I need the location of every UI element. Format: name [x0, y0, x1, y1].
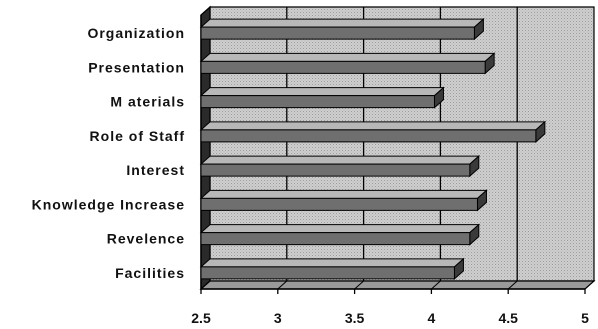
category-label: Revelence: [107, 231, 185, 247]
bar: [199, 257, 465, 280]
bar-front: [200, 60, 486, 74]
bar-top: [199, 189, 488, 199]
floor-gridline: [507, 280, 518, 290]
bar-front: [200, 163, 471, 177]
bar: [199, 52, 496, 75]
floor-gridline: [431, 280, 441, 290]
category-label: Knowledge Increase: [32, 196, 185, 212]
bar: [199, 86, 445, 109]
x-tick-label: 2.5: [191, 310, 211, 326]
bar-front: [200, 26, 475, 40]
bar-front: [200, 232, 471, 246]
bar-top: [199, 155, 481, 165]
bar-front: [200, 266, 455, 280]
floor-gridline: [277, 280, 288, 290]
side-wall: [200, 5, 211, 291]
category-label: Role of Staff: [90, 128, 185, 144]
category-label: M aterials: [110, 94, 185, 110]
x-tick-label: 3.5: [345, 310, 365, 326]
plot-area: [199, 5, 596, 291]
bar: [199, 189, 488, 212]
value-axis: 2.5 3 3.5 4 4.5 5: [191, 289, 589, 326]
category-label: Facilities: [115, 265, 185, 281]
x-tick-label: 4.5: [498, 310, 518, 326]
category-label: Presentation: [88, 59, 185, 75]
bar-top: [199, 258, 465, 268]
bar: [199, 18, 485, 41]
floor-gridline: [354, 280, 364, 290]
bar-top: [199, 18, 485, 28]
bar-top: [199, 121, 547, 131]
bar-front: [200, 197, 478, 211]
category-axis: Organization Presentation M aterials Role o…: [32, 25, 185, 281]
x-tick-label: 4: [428, 310, 436, 326]
category-label: Organization: [87, 25, 185, 41]
category-label: Interest: [126, 162, 185, 178]
floor: [199, 280, 596, 290]
bar-top: [199, 224, 481, 234]
bar-top: [199, 52, 496, 62]
bar-front: [200, 129, 537, 143]
x-tick-label: 3: [274, 310, 282, 326]
bar-top: [199, 87, 445, 97]
bar: [199, 223, 481, 246]
bar-front: [200, 95, 435, 109]
bar: [199, 120, 547, 143]
x-tick-label: 5: [581, 310, 589, 326]
bar: [199, 155, 481, 178]
bar-series: [199, 18, 547, 280]
